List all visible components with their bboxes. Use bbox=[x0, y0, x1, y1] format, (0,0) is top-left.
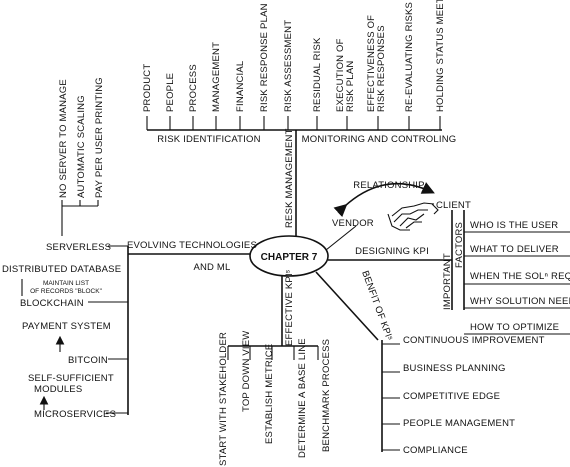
kpi-item-what: WHAT TO DELIVER bbox=[470, 244, 559, 255]
kpi-to-relationship-line bbox=[325, 225, 357, 251]
important-label: IMPORTANT bbox=[442, 253, 453, 310]
effective-item-stakeholder: START WITH STAKEHOLDER bbox=[218, 332, 229, 466]
payment-system-label: PAYMENT SYSTEM bbox=[22, 321, 111, 332]
monitoring-item-execution: EXECUTION OFRISK PLAN bbox=[335, 38, 356, 112]
effective-item-topdown: TOP DOWN VIEW bbox=[241, 331, 252, 412]
client-label: CLIENT bbox=[436, 200, 471, 211]
blockchain-label: BLOCKCHAIN bbox=[20, 298, 84, 309]
evolving-label: EVOLVING TECHNOLOGIES bbox=[127, 240, 257, 251]
benefit-item-compliance: COMPLIANCE bbox=[403, 445, 468, 456]
center-node bbox=[249, 235, 329, 277]
monitoring-item-status-meeting: HOLDING STATUS MEETING bbox=[435, 0, 446, 112]
risk-management-label: RESK MANAGEMENT bbox=[284, 128, 295, 228]
modules-label: MODULES bbox=[34, 384, 82, 395]
risk-identification-ticks bbox=[146, 116, 289, 130]
monitoring-label: MONITORING AND CONTROLING bbox=[302, 134, 457, 145]
handshake-icon bbox=[387, 202, 439, 231]
monitoring-item-effectiveness: EFFECTIVENESS OFRISK RESPONSES bbox=[366, 15, 387, 112]
monitoring-ticks bbox=[316, 116, 441, 130]
risk-item-financial: FINANCIAL bbox=[235, 61, 246, 112]
microservices-label: MICROSERVICES bbox=[34, 409, 116, 420]
effective-label: EFFECTIVE KPIˢ bbox=[284, 269, 295, 346]
kpi-item-how: HOW TO OPTIMIZE bbox=[470, 322, 559, 333]
serverless-item-pay-per-use: PAY PER USER PRINTING bbox=[94, 77, 105, 198]
risk-identification-label: RISK IDENTIFICATION bbox=[157, 134, 260, 145]
kpi-label: DESIGNING KPI bbox=[355, 246, 429, 257]
monitoring-item-reevaluating: RE-EVALUATING RISKS bbox=[404, 2, 415, 112]
benefit-label: BENFIT OF KPIˢ bbox=[359, 269, 395, 342]
benefit-item-competitive: COMPETITIVE EDGE bbox=[403, 391, 500, 402]
factors-label: FACTORS bbox=[454, 222, 465, 268]
risk-item-product: PRODUCT bbox=[142, 64, 153, 112]
risk-item-assessment: RISK ASSESSMENT bbox=[283, 20, 294, 112]
kpi-item-why: WHY SOLUTION NEEDED bbox=[470, 296, 570, 307]
distributed-db-label: DISTRIBUTED DATABASE bbox=[2, 264, 121, 275]
effective-item-metrice: ESTABLISH METRICE bbox=[264, 344, 275, 444]
ledger-note-line-1: MAINTAIN LIST bbox=[43, 280, 89, 287]
serverless-item-scaling: AUTOMATIC SCALING bbox=[76, 95, 87, 198]
kpi-item-lines bbox=[464, 231, 570, 309]
kpi-item-who: WHO IS THE USER bbox=[470, 220, 558, 231]
benefit-item-people: PEOPLE MANAGEMENT bbox=[403, 418, 515, 429]
serverless-feature-bracket bbox=[61, 205, 98, 236]
monitoring-item-residual: RESIDUAL RISK bbox=[312, 37, 323, 112]
relationship-arrow bbox=[333, 182, 435, 218]
bitcoin-label: BITCOIN bbox=[68, 355, 108, 366]
center-label: CHAPTER 7 bbox=[261, 252, 318, 263]
benefit-item-continuous: CONTINUOUS IMPROVEMENT bbox=[403, 335, 545, 346]
benefit-trunk bbox=[315, 271, 379, 341]
benefit-ticks bbox=[382, 343, 400, 451]
risk-item-management: MANAGEMENT bbox=[211, 42, 222, 112]
effective-item-benchmark: BENCHMARK PROCESS bbox=[321, 339, 332, 452]
effective-ticks bbox=[227, 346, 319, 360]
evolving-subtitle: AND ML bbox=[193, 262, 230, 273]
vendor-label: VENDOR bbox=[332, 218, 374, 229]
risk-item-process: PROCESS bbox=[188, 64, 199, 112]
effective-item-baseline: DETERMINE A BASE LINE bbox=[297, 338, 308, 458]
serverless-feature-ticks bbox=[61, 200, 99, 206]
serverless-item-no-server: NO SERVER TO MANAGE bbox=[58, 79, 69, 198]
risk-item-people: PEOPLE bbox=[165, 73, 176, 112]
serverless-label: SERVERLESS bbox=[46, 242, 111, 253]
kpi-item-when: WHEN THE SOLⁿ REQ bbox=[470, 271, 570, 282]
self-sufficient-label: SELF-SUFFICIENT bbox=[28, 373, 114, 384]
ledger-note-line-2: OF RECORDS "BLOCK" bbox=[30, 288, 102, 295]
risk-item-response-plan: RISK RESPONSE PLAN bbox=[259, 3, 270, 112]
benefit-item-planning: BUSINESS PLANNING bbox=[403, 363, 506, 374]
